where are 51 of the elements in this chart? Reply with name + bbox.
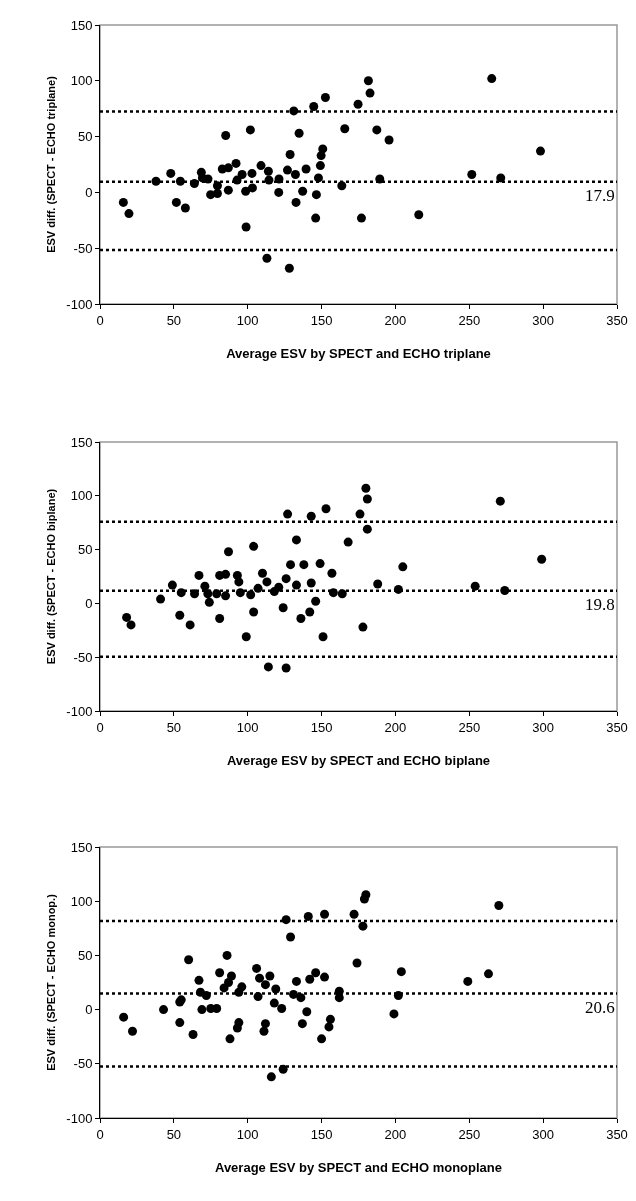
x-tick-label: 200 bbox=[384, 719, 407, 735]
x-tick-label: 150 bbox=[310, 1126, 333, 1142]
y-tick-label: -50 bbox=[73, 649, 93, 665]
x-tick-label: 100 bbox=[236, 719, 259, 735]
y-tick-label: 150 bbox=[70, 17, 93, 33]
y-tick-label: 0 bbox=[85, 1002, 93, 1018]
x-tick-label: 100 bbox=[236, 1126, 259, 1142]
annotation: 20.6 bbox=[585, 998, 615, 1017]
x-tick-label: 0 bbox=[96, 312, 104, 328]
x-axis-title: Average ESV by SPECT and ECHO biplane bbox=[226, 753, 491, 769]
y-tick-label: 50 bbox=[77, 542, 93, 558]
y-tick-label: -100 bbox=[66, 703, 93, 719]
x-tick-label: 200 bbox=[384, 312, 407, 328]
y-tick-label: 50 bbox=[77, 947, 93, 963]
x-tick-label: 350 bbox=[606, 1126, 628, 1142]
y-tick-label: 100 bbox=[70, 893, 93, 909]
y-tick-label: 0 bbox=[85, 595, 93, 611]
x-tick-label: 300 bbox=[532, 1126, 554, 1142]
x-tick-label: 50 bbox=[166, 1126, 182, 1142]
y-tick-label: 150 bbox=[70, 839, 93, 855]
annotation: 19.8 bbox=[585, 595, 615, 614]
y-tick-label: 150 bbox=[70, 434, 93, 450]
x-tick-label: 250 bbox=[458, 1126, 481, 1142]
y-tick-label: -100 bbox=[66, 296, 93, 312]
x-axis-title: Average ESV by SPECT and ECHO monoplane bbox=[214, 1160, 503, 1176]
y-tick-label: -50 bbox=[73, 240, 93, 256]
annotation: 17.9 bbox=[585, 186, 615, 205]
y-tick-label: 100 bbox=[70, 73, 93, 89]
x-tick-label: 300 bbox=[532, 312, 554, 328]
x-axis-title: Average ESV by SPECT and ECHO triplane bbox=[226, 346, 491, 362]
x-tick-label: 0 bbox=[96, 719, 104, 735]
y-axis-title: ESV diff. (SPECT - ECHO monop.) bbox=[45, 893, 58, 1071]
x-tick-label: 50 bbox=[166, 312, 182, 328]
x-tick-label: 100 bbox=[236, 312, 259, 328]
y-tick-label: 100 bbox=[70, 488, 93, 504]
x-tick-label: 0 bbox=[96, 1126, 104, 1142]
y-tick-label: -100 bbox=[66, 1110, 93, 1126]
x-tick-label: 250 bbox=[458, 719, 481, 735]
x-tick-label: 150 bbox=[310, 719, 333, 735]
x-tick-label: 200 bbox=[384, 1126, 407, 1142]
x-tick-label: 50 bbox=[166, 719, 182, 735]
x-tick-label: 250 bbox=[458, 312, 481, 328]
y-axis-title: ESV diff. (SPECT - ECHO triplane) bbox=[45, 75, 58, 253]
y-axis-title: ESV diff. (SPECT - ECHO biplane) bbox=[45, 488, 58, 665]
y-tick-label: 50 bbox=[77, 129, 93, 145]
x-tick-label: 300 bbox=[532, 719, 554, 735]
x-tick-label: 150 bbox=[310, 312, 333, 328]
x-tick-label: 350 bbox=[606, 719, 628, 735]
y-tick-label: 0 bbox=[85, 184, 93, 200]
y-tick-label: -50 bbox=[73, 1056, 93, 1072]
x-tick-label: 350 bbox=[606, 312, 628, 328]
